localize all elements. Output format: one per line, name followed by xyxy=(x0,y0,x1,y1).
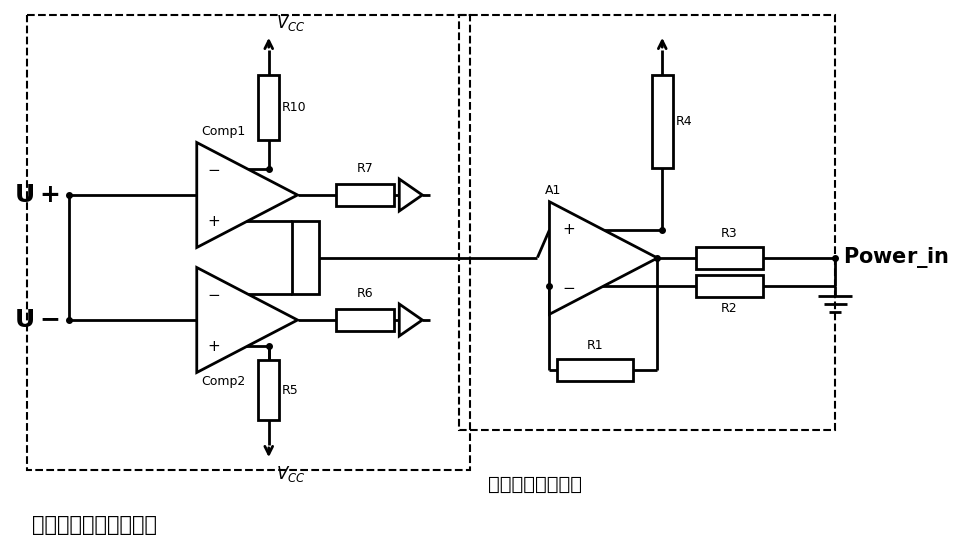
Bar xyxy=(291,221,318,294)
Text: $V_{CC}$: $V_{CC}$ xyxy=(276,13,306,33)
Text: 电源电压检测电路: 电源电压检测电路 xyxy=(487,475,582,494)
Text: $-$: $-$ xyxy=(562,279,575,294)
Text: Comp1: Comp1 xyxy=(202,125,246,137)
Polygon shape xyxy=(197,142,297,247)
Bar xyxy=(336,309,394,331)
Text: R1: R1 xyxy=(587,339,603,352)
Text: R3: R3 xyxy=(721,227,738,240)
Text: $\mathbf{U-}$: $\mathbf{U-}$ xyxy=(14,308,60,332)
Text: R2: R2 xyxy=(721,302,738,315)
Bar xyxy=(557,359,633,381)
Text: R7: R7 xyxy=(356,162,373,175)
Bar xyxy=(458,15,835,430)
Text: $+$: $+$ xyxy=(207,214,221,229)
Bar xyxy=(259,75,279,140)
Polygon shape xyxy=(400,304,423,336)
Text: $-$: $-$ xyxy=(207,161,221,176)
Text: R10: R10 xyxy=(282,101,307,114)
Polygon shape xyxy=(549,201,657,314)
Text: R4: R4 xyxy=(676,115,692,128)
Text: $-$: $-$ xyxy=(207,286,221,301)
Bar xyxy=(259,360,279,420)
Bar xyxy=(696,247,763,269)
Polygon shape xyxy=(197,268,297,373)
Text: R5: R5 xyxy=(282,384,299,396)
Polygon shape xyxy=(400,179,423,211)
Bar xyxy=(27,15,470,470)
Text: $+$: $+$ xyxy=(563,222,575,237)
Text: $\mathbf{U+}$: $\mathbf{U+}$ xyxy=(14,183,60,207)
Bar xyxy=(336,184,394,206)
Text: $V_{CC}$: $V_{CC}$ xyxy=(276,464,306,484)
Text: $\mathbf{Power\_in}$: $\mathbf{Power\_in}$ xyxy=(842,246,949,270)
Text: $+$: $+$ xyxy=(207,339,221,354)
Text: R6: R6 xyxy=(356,287,373,300)
Text: A1: A1 xyxy=(544,184,561,197)
Text: 电压正负半周判断电路: 电压正负半周判断电路 xyxy=(32,515,156,535)
Text: Comp2: Comp2 xyxy=(202,374,246,388)
Bar xyxy=(696,275,763,297)
Bar xyxy=(651,75,673,168)
